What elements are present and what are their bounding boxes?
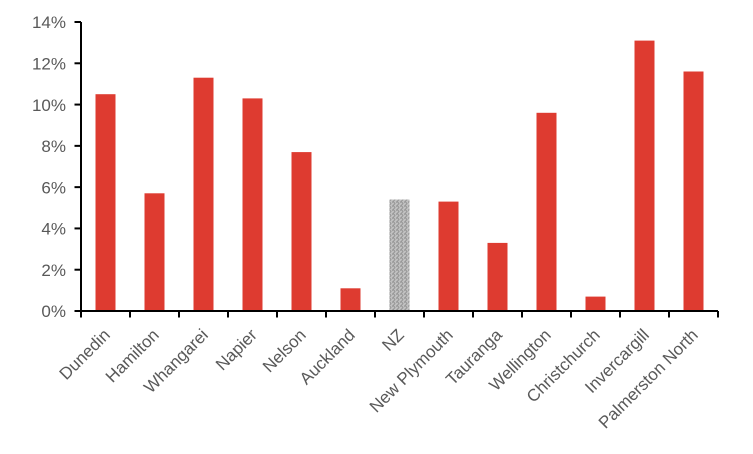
svg-text:6%: 6% [41, 178, 66, 197]
svg-text:0%: 0% [41, 302, 66, 321]
svg-text:14%: 14% [32, 13, 66, 32]
svg-text:4%: 4% [41, 220, 66, 239]
svg-text:8%: 8% [41, 137, 66, 156]
svg-text:12%: 12% [32, 54, 66, 73]
svg-text:10%: 10% [32, 96, 66, 115]
svg-text:2%: 2% [41, 261, 66, 280]
